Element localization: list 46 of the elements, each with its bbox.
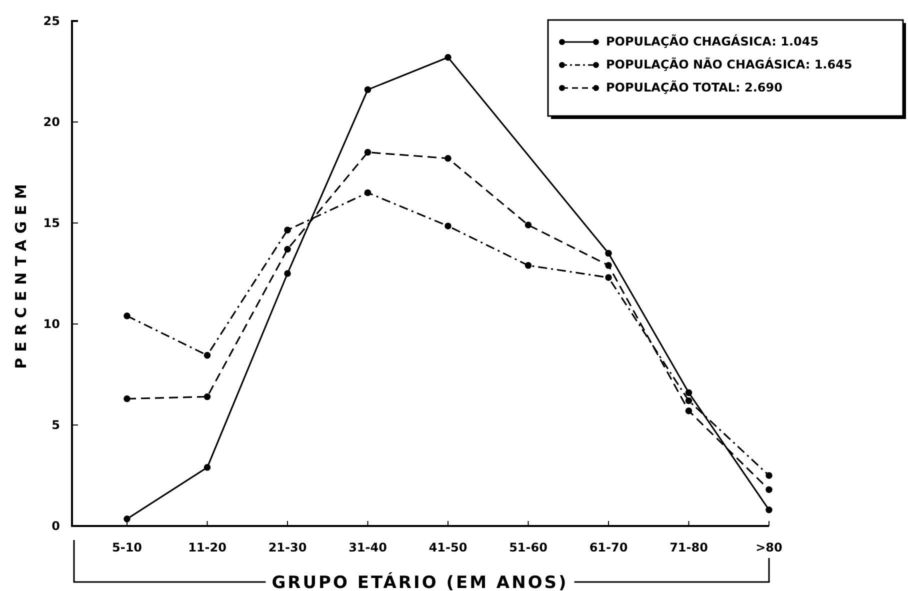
x-tick-label: 51-60 (509, 540, 548, 554)
x-tick-label: 11-20 (188, 540, 226, 554)
point (364, 86, 372, 94)
y-axis-title: PERCENTAGEM (12, 178, 30, 369)
point (766, 472, 772, 479)
y-tick-label: 25 (43, 14, 60, 28)
point (364, 148, 372, 156)
y-tick-label: 20 (43, 114, 60, 129)
x-tick-label: 61-70 (589, 540, 628, 554)
point (685, 407, 692, 414)
point (685, 397, 692, 404)
point (124, 312, 130, 320)
y-tick-label: 5 (52, 418, 60, 432)
legend-label: POPULAÇÃO TOTAL: 2.690 (606, 79, 782, 94)
y-tick-label: 0 (52, 518, 60, 533)
point (605, 250, 612, 257)
legend-label: POPULAÇÃO NÃO CHAGÁSICA: 1.645 (606, 56, 852, 72)
point (204, 464, 211, 471)
point (524, 222, 532, 228)
legend-label: POPULAÇÃO CHAGÁSICA: 1.045 (606, 33, 819, 48)
x-tick-label: 41-50 (428, 540, 468, 554)
x-axis-title: GRUPO ETÁRIO (EM ANOS) (272, 572, 568, 591)
point (766, 506, 772, 514)
x-tick-label: >80 (756, 540, 782, 554)
point (605, 274, 612, 281)
point (124, 516, 130, 522)
x-tick-label: 5-10 (112, 540, 142, 554)
x-tick-label: 21-30 (268, 540, 307, 554)
point (444, 54, 452, 61)
point (605, 262, 612, 269)
point (685, 389, 692, 396)
y-tick-label: 10 (43, 316, 60, 331)
point (524, 262, 532, 269)
point (124, 395, 130, 402)
x-tick-label: 31-40 (348, 540, 387, 554)
point (444, 154, 452, 162)
point (204, 352, 211, 359)
point (284, 226, 291, 234)
point (284, 246, 291, 253)
y-tick-label: 15 (43, 216, 60, 230)
point (364, 189, 372, 196)
point (444, 222, 452, 230)
x-tick-label: 71-80 (670, 540, 708, 554)
point (766, 486, 772, 494)
point (204, 393, 211, 400)
point (284, 270, 291, 277)
